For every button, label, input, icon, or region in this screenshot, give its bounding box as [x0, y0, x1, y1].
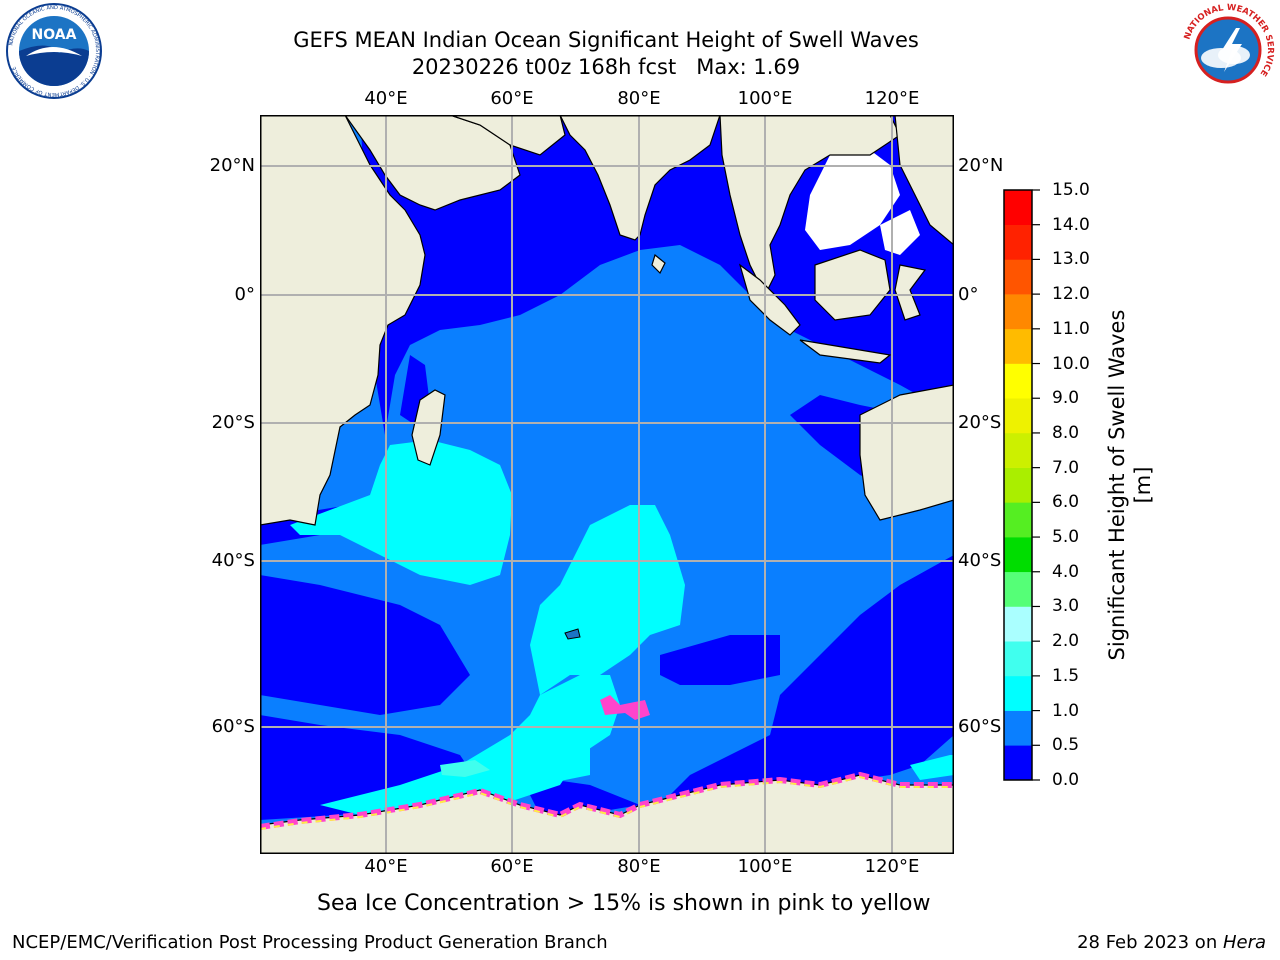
chart-title: GEFS MEAN Indian Ocean Significant Heigh…	[293, 28, 919, 52]
map-frame	[260, 115, 954, 854]
sea-ice-edge	[260, 695, 954, 830]
lat-label-right: 20°S	[958, 412, 1002, 433]
colorbar-bin	[1004, 675, 1032, 711]
colorbar-tick-label: 5.0	[1052, 527, 1080, 548]
lat-label-right: 0°	[958, 284, 979, 305]
footer-host: Hera	[1222, 932, 1266, 953]
lon-label-top: 100°E	[737, 88, 793, 109]
colorbar-bin	[1004, 224, 1032, 260]
colorbar-bin	[1004, 467, 1032, 503]
missing-data-regions	[805, 150, 920, 255]
colorbar-bins	[1004, 190, 1032, 781]
lat-label-right: 60°S	[958, 716, 1002, 737]
footer-date: 28 Feb 2023 on Hera	[1077, 932, 1266, 954]
colorbar-tick-label: 4.0	[1052, 561, 1080, 582]
chart-subtitle: 20230226 t00z 168h fcst Max: 1.69	[411, 55, 801, 79]
lon-label-top: 40°E	[364, 88, 408, 109]
lon-label-top: 120°E	[864, 88, 920, 109]
colorbar-bin	[1004, 710, 1032, 746]
colorbar-tick-label: 0.0	[1052, 770, 1080, 790]
colorbar-tick-label: 2.0	[1052, 631, 1080, 652]
lon-label-top: 80°E	[617, 88, 661, 109]
colorbar-title: Significant Height of Swell Waves [m]	[1105, 309, 1155, 661]
colorbar-bin	[1004, 432, 1032, 468]
colorbar-tick-label: 1.0	[1052, 700, 1080, 721]
colorbar-bin	[1004, 641, 1032, 677]
nws-logo-icon: NATIONAL WEATHER SERVICE	[1180, 2, 1276, 98]
lon-label-bottom: 60°E	[490, 856, 534, 877]
colorbar-tick-label: 14.0	[1052, 214, 1090, 235]
noaa-logo-text: NOAA	[32, 27, 77, 43]
lat-label-left: 20°S	[211, 412, 255, 433]
colorbar-tick-label: 15.0	[1052, 180, 1090, 200]
colorbar-bin	[1004, 363, 1032, 399]
colorbar-tick-label: 11.0	[1052, 318, 1090, 339]
lat-label-right: 20°N	[958, 155, 1004, 176]
colorbar	[1003, 189, 1040, 781]
colorbar-bin	[1004, 537, 1032, 573]
lon-label-bottom: 40°E	[364, 856, 408, 877]
colorbar-tick-label: 10.0	[1052, 353, 1090, 374]
lon-label-bottom: 100°E	[737, 856, 793, 877]
colorbar-frame	[1003, 189, 1033, 781]
sea-ice-note: Sea Ice Concentration > 15% is shown in …	[317, 891, 931, 916]
lon-label-bottom: 80°E	[617, 856, 661, 877]
colorbar-tick-label: 12.0	[1052, 284, 1090, 305]
colorbar-bin	[1004, 190, 1032, 226]
colorbar-tick-label: 8.0	[1052, 422, 1080, 443]
colorbar-tick-label: 3.0	[1052, 596, 1080, 617]
colorbar-tick-label: 7.0	[1052, 457, 1080, 478]
colorbar-ticks	[1032, 189, 1040, 781]
lat-label-left: 20°N	[209, 155, 255, 176]
colorbar-bin	[1004, 745, 1032, 781]
colorbar-bin	[1004, 294, 1032, 330]
swell-1p5-patch	[440, 760, 490, 777]
footer-date-text: 28 Feb 2023 on	[1077, 932, 1223, 953]
lat-label-left: 40°S	[211, 550, 255, 571]
kerguelen-island	[564, 628, 581, 640]
footer-credit: NCEP/EMC/Verification Post Processing Pr…	[12, 932, 608, 953]
noaa-logo-icon: NOAA NATIONAL OCEANIC AND ATMOSPHERIC AD…	[6, 3, 102, 99]
colorbar-tick-label: 1.5	[1052, 665, 1080, 686]
colorbar-bin	[1004, 398, 1032, 434]
colorbar-bin	[1004, 571, 1032, 607]
graticule	[260, 115, 954, 854]
colorbar-bin	[1004, 259, 1032, 295]
colorbar-bin	[1004, 502, 1032, 538]
colorbar-tick-label: 6.0	[1052, 492, 1080, 513]
colorbar-bin	[1004, 606, 1032, 642]
lat-label-right: 40°S	[958, 550, 1002, 571]
lat-label-left: 0°	[234, 284, 255, 305]
colorbar-bin	[1004, 328, 1032, 364]
lon-label-top: 60°E	[490, 88, 534, 109]
colorbar-tick-label: 0.5	[1052, 735, 1080, 756]
lat-label-left: 60°S	[211, 716, 255, 737]
colorbar-tick-label: 9.0	[1052, 388, 1080, 409]
lon-label-bottom: 120°E	[864, 856, 920, 877]
swell-height-map	[260, 115, 954, 854]
colorbar-tick-label: 13.0	[1052, 249, 1090, 270]
